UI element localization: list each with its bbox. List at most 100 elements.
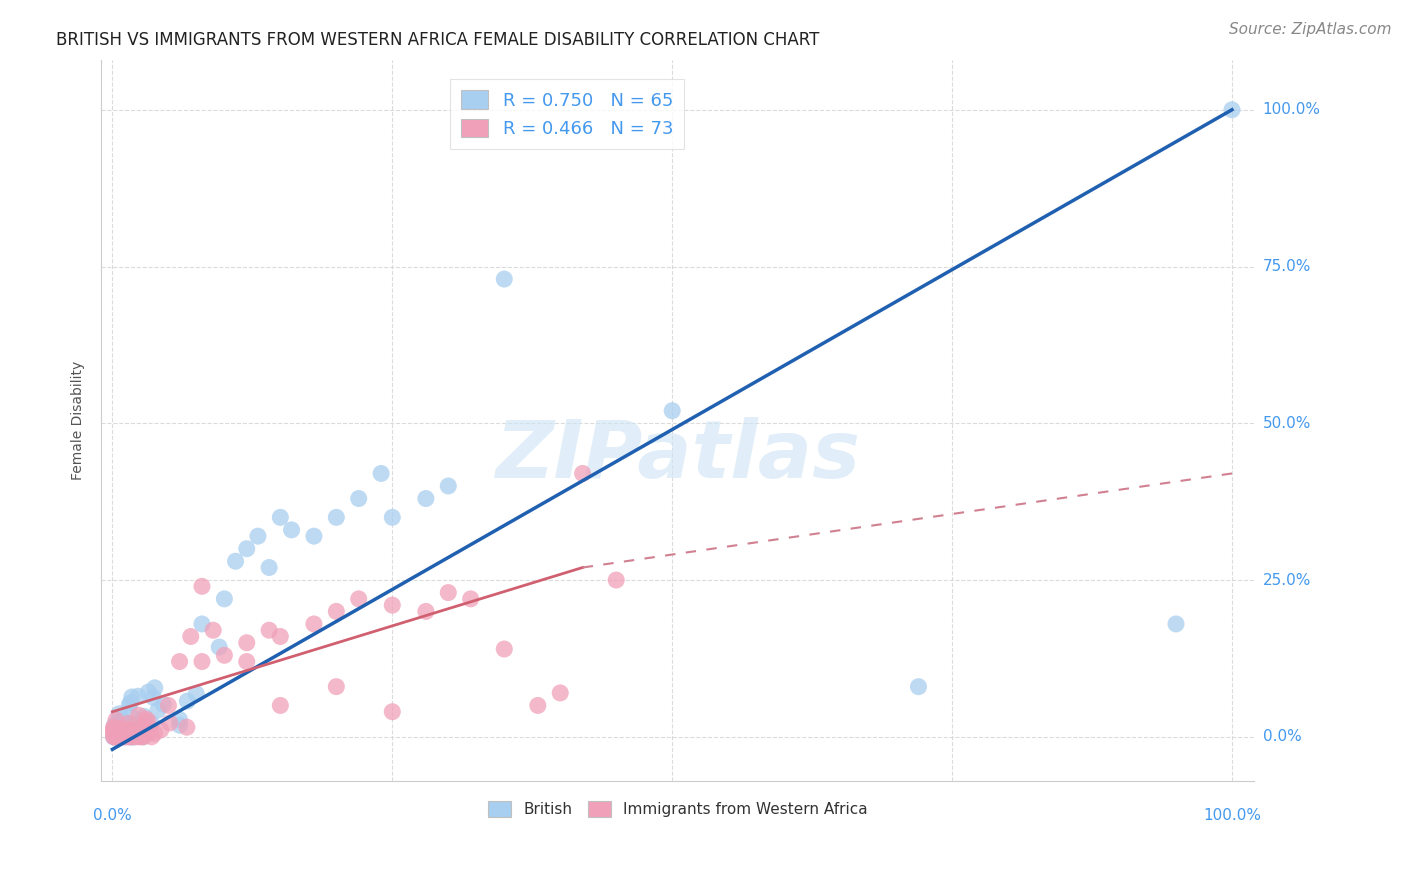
Point [186, 687, 208, 701]
Point [236, 541, 259, 556]
Point [128, 708, 150, 723]
Point [138, 685, 160, 699]
Point [191, 616, 214, 631]
Point [103, 718, 125, 732]
Point [118, 730, 141, 744]
Point [132, 730, 155, 744]
Point [110, 722, 132, 736]
Point [103, 723, 125, 737]
Point [104, 730, 127, 744]
Point [127, 690, 149, 704]
Text: 0.0%: 0.0% [1263, 730, 1302, 744]
Point [122, 730, 145, 744]
Point [269, 510, 291, 524]
Point [152, 698, 174, 712]
Point [120, 696, 142, 710]
Point [135, 716, 157, 731]
Point [112, 730, 135, 744]
Point [246, 529, 269, 543]
Point [494, 642, 516, 657]
Point [143, 726, 166, 740]
Point [105, 730, 128, 744]
Point [257, 624, 280, 638]
Point [134, 719, 156, 733]
Point [132, 730, 155, 744]
Point [325, 604, 347, 618]
Point [180, 630, 202, 644]
Point [191, 655, 214, 669]
Point [159, 715, 181, 730]
Point [114, 717, 136, 731]
Point [105, 730, 128, 744]
Point [122, 730, 145, 744]
Point [143, 681, 166, 695]
Point [114, 724, 136, 739]
Point [169, 655, 191, 669]
Point [347, 591, 370, 606]
Point [136, 714, 159, 728]
Point [112, 730, 135, 744]
Point [104, 730, 127, 744]
Point [122, 730, 145, 744]
Point [494, 272, 516, 286]
Point [103, 730, 125, 744]
Point [202, 624, 225, 638]
Point [460, 591, 482, 606]
Point [112, 726, 135, 740]
Point [415, 604, 437, 618]
Point [108, 715, 131, 730]
Text: Source: ZipAtlas.com: Source: ZipAtlas.com [1229, 22, 1392, 37]
Point [381, 705, 404, 719]
Point [142, 690, 165, 705]
Point [114, 728, 136, 742]
Point [108, 730, 131, 744]
Y-axis label: Female Disability: Female Disability [72, 360, 86, 480]
Point [110, 726, 132, 740]
Point [370, 467, 392, 481]
Point [134, 709, 156, 723]
Point [347, 491, 370, 506]
Point [108, 722, 131, 736]
Point [107, 730, 129, 744]
Text: 100.0%: 100.0% [1204, 808, 1261, 823]
Point [107, 730, 129, 744]
Point [136, 727, 159, 741]
Point [325, 680, 347, 694]
Point [169, 718, 191, 732]
Point [141, 716, 163, 731]
Point [127, 730, 149, 744]
Point [108, 706, 131, 721]
Point [118, 722, 141, 736]
Point [269, 698, 291, 713]
Text: 50.0%: 50.0% [1263, 416, 1310, 431]
Text: BRITISH VS IMMIGRANTS FROM WESTERN AFRICA FEMALE DISABILITY CORRELATION CHART: BRITISH VS IMMIGRANTS FROM WESTERN AFRIC… [56, 31, 820, 49]
Point [280, 523, 302, 537]
Point [111, 712, 134, 726]
Point [191, 579, 214, 593]
Point [108, 730, 131, 744]
Text: 100.0%: 100.0% [1263, 103, 1320, 117]
Point [135, 712, 157, 726]
Text: 0.0%: 0.0% [93, 808, 132, 823]
Point [149, 723, 172, 737]
Point [105, 728, 128, 742]
Point [103, 723, 125, 738]
Text: ZIPatlas: ZIPatlas [495, 417, 860, 495]
Point [225, 554, 247, 568]
Point [117, 722, 139, 736]
Point [381, 598, 404, 612]
Point [302, 616, 325, 631]
Point [124, 727, 146, 741]
Point [141, 730, 163, 744]
Point [131, 724, 153, 739]
Point [214, 648, 236, 663]
Point [120, 730, 142, 744]
Point [114, 715, 136, 730]
Point [104, 727, 127, 741]
Point [114, 730, 136, 744]
Point [110, 714, 132, 729]
Point [1164, 616, 1187, 631]
Point [105, 730, 128, 744]
Point [437, 585, 460, 599]
Point [135, 723, 157, 737]
